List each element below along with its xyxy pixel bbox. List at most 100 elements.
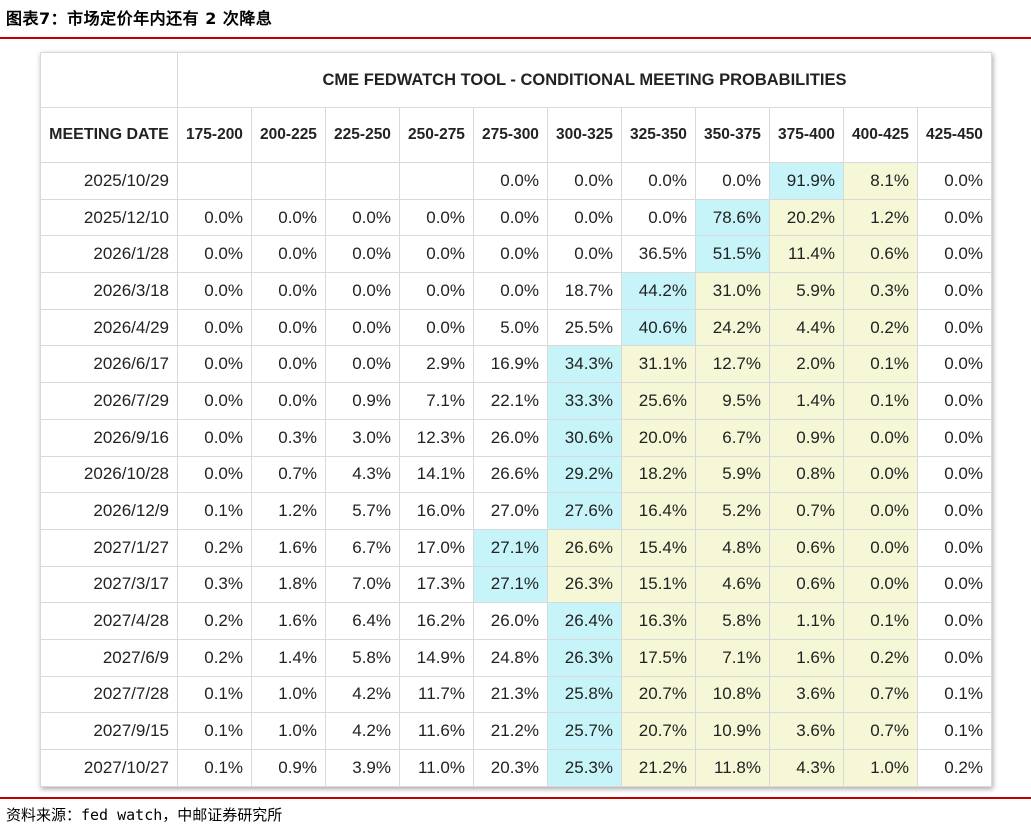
probability-cell: 21.2% <box>621 749 696 787</box>
meeting-date-cell: 2026/12/9 <box>40 492 178 530</box>
probability-cell: 20.0% <box>621 418 696 457</box>
table-row: 2026/9/16 0.0% 0.3% 3.0% 12.3% 26.0% 30.6% 20.0… <box>40 418 992 457</box>
probability-cell: 30.6% <box>547 418 622 457</box>
probability-cell: 16.3% <box>621 602 696 640</box>
probability-cell: 0.0% <box>917 382 992 420</box>
probability-cell: 5.7% <box>325 492 400 530</box>
probability-cell: 4.4% <box>769 308 844 347</box>
probability-cell: 27.6% <box>547 492 622 530</box>
top-rule <box>0 37 1031 39</box>
probability-cell: 25.8% <box>547 675 622 714</box>
probability-cell: 14.9% <box>399 638 474 677</box>
column-header: 325-350 <box>621 107 696 163</box>
probability-cell: 1.6% <box>251 602 326 640</box>
probability-cell: 17.3% <box>399 565 474 604</box>
probability-cell: 0.7% <box>251 455 326 494</box>
probability-cell: 0.8% <box>769 455 844 494</box>
probability-cell: 51.5% <box>695 235 770 274</box>
probability-cell: 6.7% <box>695 418 770 457</box>
probability-cell: 1.2% <box>843 198 918 237</box>
probability-cell: 0.0% <box>917 602 992 640</box>
column-header: 175-200 <box>177 107 252 163</box>
probability-cell: 25.3% <box>547 749 622 787</box>
probability-cell: 6.7% <box>325 528 400 567</box>
probability-cell: 78.6% <box>695 198 770 237</box>
table-row: 2027/10/27 0.1% 0.9% 3.9% 11.0% 20.3% 25.3% 21.… <box>40 749 992 787</box>
probability-cell: 0.0% <box>473 235 548 274</box>
probability-cell: 0.0% <box>251 308 326 347</box>
probability-cell: 12.3% <box>399 418 474 457</box>
probability-cell: 0.1% <box>177 492 252 530</box>
probability-cell: 0.7% <box>843 675 918 714</box>
probability-cell: 0.0% <box>917 198 992 237</box>
probability-cell: 14.1% <box>399 455 474 494</box>
probability-cell: 5.9% <box>769 272 844 310</box>
probability-cell: 0.0% <box>473 272 548 310</box>
probability-cell: 9.5% <box>695 382 770 420</box>
table-row: 2027/7/28 0.1% 1.0% 4.2% 11.7% 21.3% 25.8% 20.7… <box>40 675 992 714</box>
probability-cell: 1.1% <box>769 602 844 640</box>
probability-cell: 8.1% <box>843 162 918 200</box>
probability-cell: 16.4% <box>621 492 696 530</box>
table-row: 2026/7/29 0.0% 0.0% 0.9% 7.1% 22.1% 33.3% 25.6%… <box>40 382 992 420</box>
meeting-date-cell: 2025/12/10 <box>40 198 178 237</box>
probability-cell: 16.9% <box>473 345 548 384</box>
probability-cell <box>325 162 400 200</box>
table-row: 2027/6/9 0.2% 1.4% 5.8% 14.9% 24.8% 26.3% 17.5%… <box>40 638 992 677</box>
probability-cell: 7.0% <box>325 565 400 604</box>
probability-cell: 4.6% <box>695 565 770 604</box>
probability-cell: 22.1% <box>473 382 548 420</box>
probability-cell: 0.1% <box>843 602 918 640</box>
probability-cell: 0.0% <box>917 455 992 494</box>
meeting-date-cell: 2026/9/16 <box>40 418 178 457</box>
probability-cell: 18.2% <box>621 455 696 494</box>
probability-cell: 25.5% <box>547 308 622 347</box>
probability-cell: 1.0% <box>251 712 326 750</box>
probability-cell: 0.3% <box>251 418 326 457</box>
probability-cell: 26.6% <box>473 455 548 494</box>
probability-cell: 0.0% <box>399 308 474 347</box>
probability-cell: 0.3% <box>177 565 252 604</box>
probability-cell: 6.4% <box>325 602 400 640</box>
probability-cell: 0.0% <box>177 418 252 457</box>
probability-cell: 0.9% <box>251 749 326 787</box>
meeting-date-cell: 2027/6/9 <box>40 638 178 677</box>
probability-cell: 0.0% <box>251 198 326 237</box>
source-note: 资料来源：fed watch，中邮证券研究所 <box>6 806 283 824</box>
probability-cell: 18.7% <box>547 272 622 310</box>
table-title: CME FEDWATCH TOOL - CONDITIONAL MEETING … <box>177 52 992 108</box>
table-row: 2027/1/27 0.2% 1.6% 6.7% 17.0% 27.1% 26.6% 15.4… <box>40 528 992 567</box>
meeting-date-cell: 2026/1/28 <box>40 235 178 274</box>
probability-cell: 0.1% <box>177 749 252 787</box>
probability-cell: 40.6% <box>621 308 696 347</box>
probability-cell: 0.7% <box>769 492 844 530</box>
meeting-date-cell: 2026/6/17 <box>40 345 178 384</box>
probability-cell: 5.8% <box>695 602 770 640</box>
probability-cell: 0.0% <box>547 198 622 237</box>
probability-cell <box>177 162 252 200</box>
probability-cell: 0.0% <box>917 492 992 530</box>
probability-cell: 0.1% <box>843 345 918 384</box>
probability-cell: 0.2% <box>177 602 252 640</box>
probability-cell: 0.0% <box>843 418 918 457</box>
probability-cell: 25.7% <box>547 712 622 750</box>
probability-cell: 0.2% <box>843 638 918 677</box>
probability-cell: 0.1% <box>917 675 992 714</box>
meeting-date-cell: 2027/1/27 <box>40 528 178 567</box>
probability-cell: 20.7% <box>621 712 696 750</box>
probability-cell: 29.2% <box>547 455 622 494</box>
table-row: 2025/12/10 0.0% 0.0% 0.0% 0.0% 0.0% 0.0% 0.0% 78… <box>40 198 992 237</box>
probability-cell: 0.1% <box>177 712 252 750</box>
probability-cell: 0.6% <box>769 565 844 604</box>
probability-cell: 31.0% <box>695 272 770 310</box>
probability-cell: 0.0% <box>843 492 918 530</box>
probability-cell: 0.0% <box>547 162 622 200</box>
probability-cell: 0.0% <box>251 345 326 384</box>
column-header: 250-275 <box>399 107 474 163</box>
probability-cell: 0.9% <box>325 382 400 420</box>
probability-cell: 0.0% <box>177 198 252 237</box>
probability-cell: 24.2% <box>695 308 770 347</box>
column-header: 425-450 <box>917 107 992 163</box>
probability-cell: 0.0% <box>325 308 400 347</box>
probability-cell: 0.2% <box>177 528 252 567</box>
